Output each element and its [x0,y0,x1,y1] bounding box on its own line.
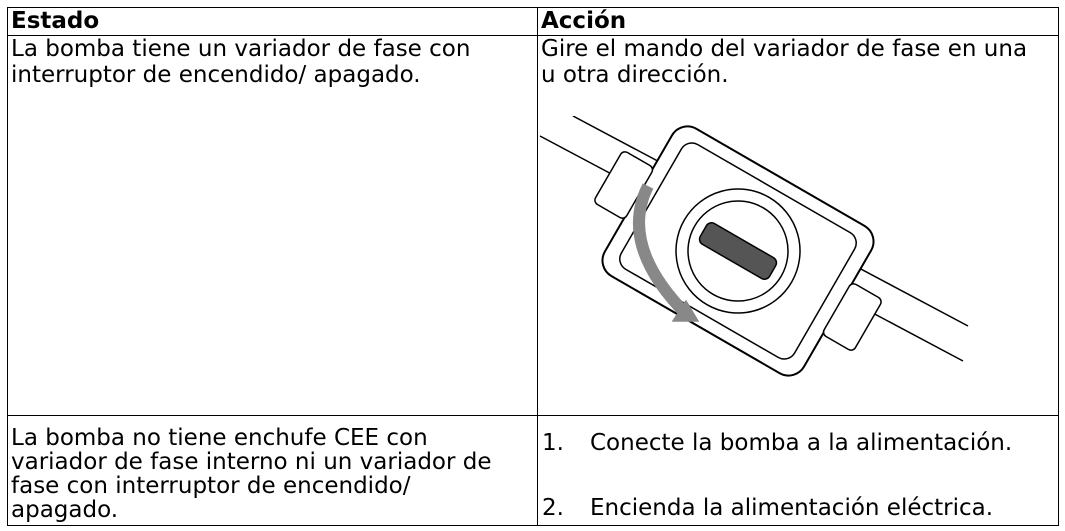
cell: 1. Conecte la bomba a la alimentación. 2.… [537,415,1059,526]
illustration [539,116,969,377]
cell: Gire el mando del variador de fase en un… [537,35,1059,416]
cell-text: La bomba no tiene enchufe CEE con variad… [11,425,492,523]
item-number: 2. [542,495,564,521]
item-text: Conecte la bomba a la alimentación. [590,430,1013,456]
cell-text: Gire el mando del variador de fase en un… [541,36,1028,88]
item-text: Encienda la alimentación eléctrica. [590,495,994,521]
cell: La bomba no tiene enchufe CEE con variad… [7,415,538,526]
item-number: 1. [542,430,564,456]
header-cell: Estado [7,7,538,36]
cell: La bomba tiene un variador de fase con i… [7,35,538,416]
cell-text: La bomba tiene un variador de fase con i… [11,36,471,88]
header-cell: Acción [537,7,1059,36]
